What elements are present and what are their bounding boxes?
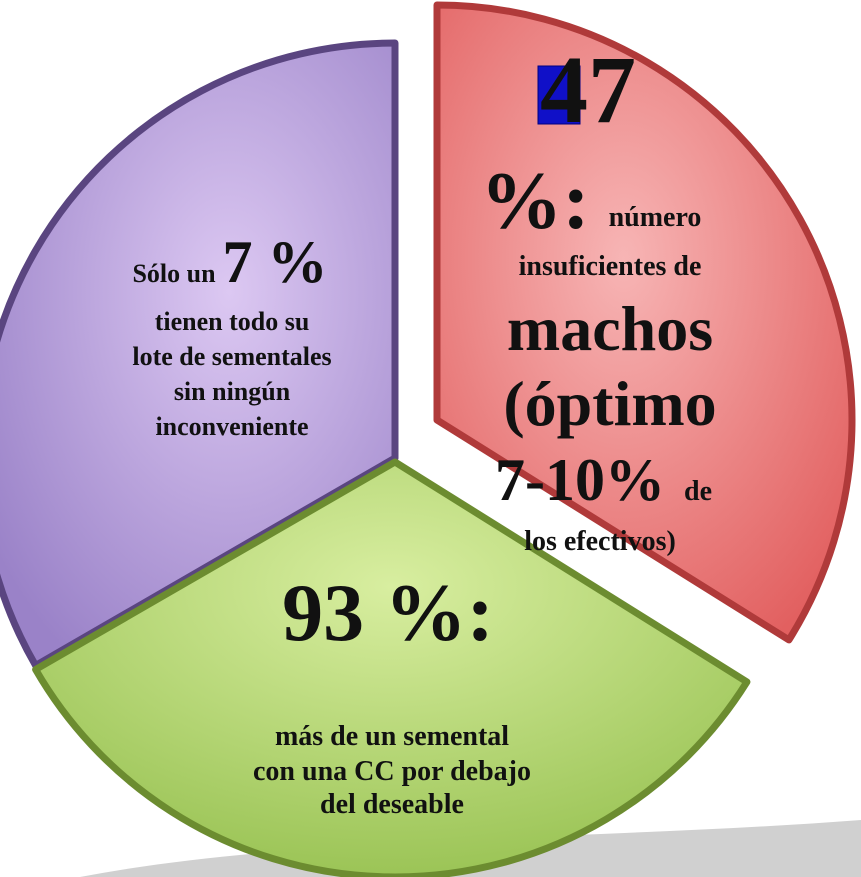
text-line: lote de sementales [132,342,331,371]
text-line: inconveniente [155,412,308,441]
wedge-purple [0,39,399,669]
text: de [684,476,712,507]
text-line: insuficientes de [519,251,702,282]
text-line: (óptimo [503,368,716,439]
big-number: 93 %: [282,567,494,658]
text-line: con una CC por debajo [253,756,531,787]
text: número [609,202,702,233]
text-line: tienen todo su [155,307,310,336]
text-line: machos [507,293,713,364]
range: 7-10% [495,447,665,513]
text-line: del deseable [320,789,464,820]
big-number: 47 [540,36,636,143]
percent: %: [480,155,589,246]
text: Sólo un [132,259,216,288]
labels: 47%: número insuficientes de machos(óptimo 7… [132,36,716,820]
text-line: más de un semental [275,721,509,752]
text-line: los efectivos) [524,526,676,557]
wedge-red [433,1,856,644]
big-number: 7 % [223,229,328,295]
text-line: sin ningún [174,377,291,406]
legend-square [537,65,581,125]
